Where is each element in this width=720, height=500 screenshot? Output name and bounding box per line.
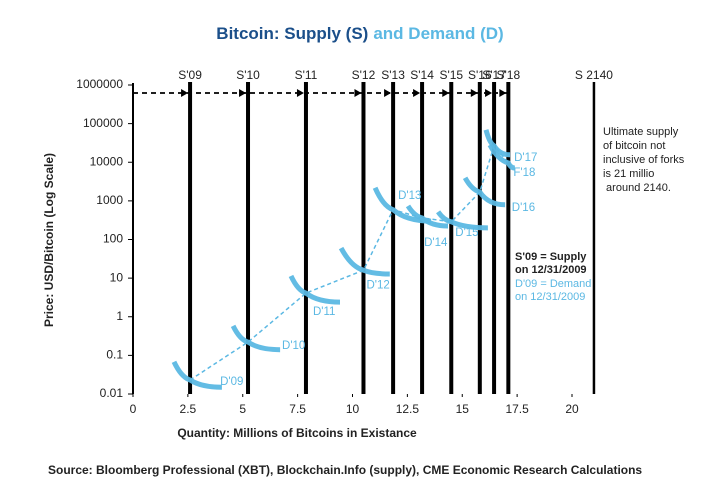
demand-label: D'15 — [455, 227, 478, 239]
demand-curve — [230, 324, 281, 353]
demand-label: D'10 — [282, 340, 305, 352]
annotation: on 12/31/2009 — [515, 264, 587, 276]
annotation: on 12/31/2009 — [515, 291, 585, 303]
x-tick-label: 17.5 — [505, 402, 529, 416]
supply-label: S'11 — [295, 68, 318, 82]
x-tick-label: 7.5 — [289, 402, 306, 416]
y-tick-label: 1000000 — [76, 77, 123, 91]
arrow-head — [470, 89, 478, 97]
annotation: Ultimate supply — [603, 126, 679, 138]
equilibrium-line — [189, 144, 509, 381]
supply-label: S'14 — [410, 68, 434, 82]
demand-curve — [483, 129, 511, 158]
demand-curve — [487, 143, 516, 171]
supply-label: S'12 — [352, 68, 376, 82]
demand-label: D'12 — [366, 279, 389, 291]
arrow-head — [384, 89, 392, 97]
demand-label: D'14 — [424, 237, 448, 249]
demand-label: D'11 — [313, 306, 335, 318]
arrow-head — [499, 89, 507, 97]
x-tick-label: 0 — [130, 402, 137, 416]
y-tick-label: 0.1 — [106, 348, 123, 362]
demand-curve — [372, 186, 432, 224]
annotation: S'09 = Supply — [515, 251, 587, 263]
source-note: Source: Bloomberg Professional (XBT), Bl… — [48, 463, 642, 477]
y-tick-label: 0.01 — [100, 386, 124, 400]
demand-curve — [436, 210, 488, 231]
supply-label: S'17 — [482, 68, 506, 82]
title-part: and Demand (D) — [373, 24, 503, 43]
demand-label: D'16 — [512, 202, 535, 214]
supply-label: S'13 — [381, 68, 405, 82]
x-tick-label: 15 — [456, 402, 470, 416]
x-axis-title: Quantity: Millions of Bitcoins in Exista… — [177, 426, 417, 440]
arrow-head — [181, 89, 189, 97]
demand-label: D'13 — [398, 190, 421, 202]
demand-label: D'17 — [514, 152, 537, 164]
demand-label: F'18 — [513, 167, 535, 179]
y-axis-title: Price: USD/Bitcoin (Log Scale) — [42, 153, 56, 327]
annotation: around 2140. — [603, 182, 671, 194]
x-tick-label: 20 — [565, 402, 579, 416]
arrow-head — [442, 89, 450, 97]
supply-label: S 2140 — [575, 68, 613, 82]
arrow-head — [413, 89, 421, 97]
x-tick-label: 12.5 — [396, 402, 420, 416]
y-tick-label: 1 — [116, 309, 123, 323]
x-tick-label: 5 — [239, 402, 246, 416]
y-tick-label: 1000 — [96, 193, 123, 207]
x-tick-label: 2.5 — [180, 402, 197, 416]
supply-label: S'16 — [468, 68, 492, 82]
annotation: inclusive of forks — [603, 154, 685, 166]
demand-curve — [405, 204, 449, 229]
demand-curve — [288, 274, 341, 305]
arrow-head — [296, 89, 304, 97]
supply-label: S'15 — [439, 68, 463, 82]
title-part: Bitcoin: Supply (S) — [216, 24, 368, 43]
x-tick-label: 10 — [346, 402, 360, 416]
arrow-head — [354, 89, 362, 97]
arrow-head — [239, 89, 247, 97]
demand-curve — [338, 246, 390, 277]
y-tick-label: 10 — [110, 270, 124, 284]
arrow-head — [485, 89, 493, 97]
demand-label: D'09 — [220, 376, 243, 388]
demand-curve — [462, 176, 506, 208]
supply-label: S'18 — [497, 68, 521, 82]
y-tick-label: 100 — [103, 232, 123, 246]
annotation: is 21 millio — [603, 168, 654, 180]
y-tick-label: 100000 — [83, 116, 123, 130]
annotation: of bitcoin not — [603, 140, 665, 152]
chart-title: Bitcoin: Supply (S) and Demand (D) — [216, 24, 503, 43]
demand-curve — [171, 360, 222, 390]
supply-label: S'10 — [236, 68, 260, 82]
annotation: D'09 = Demand — [515, 278, 591, 290]
supply-label: S'09 — [178, 68, 202, 82]
y-tick-label: 10000 — [90, 154, 124, 168]
